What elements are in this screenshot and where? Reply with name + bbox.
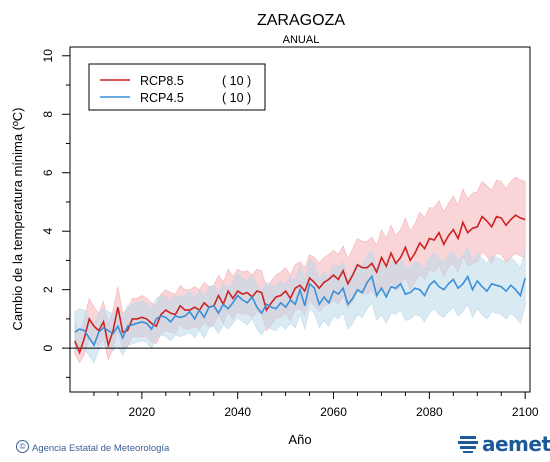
legend-label-rcp45: RCP4.5: [140, 91, 184, 105]
legend-box: [88, 63, 266, 111]
line-rcp85: [74, 214, 526, 355]
line-rcp45: [74, 274, 526, 347]
aemet-logo-mark-icon: [458, 436, 478, 453]
y-tick-label-6: 6: [41, 169, 55, 176]
x-axis-ticks: 2020 2040 2060 2080 2100: [93, 392, 539, 419]
x-tick-label-2020: 2020: [129, 405, 156, 419]
aemet-logo-text: aemet: [482, 432, 550, 456]
x-tick-label-2060: 2060: [320, 405, 347, 419]
legend-count-rcp45: ( 10 ): [222, 91, 251, 105]
series-lines: [74, 214, 526, 355]
plot-frame: [69, 46, 531, 393]
y-tick-label-4: 4: [41, 228, 55, 235]
copyright-icon: ©: [16, 440, 29, 453]
y-axis-ticks: 0 2 4 6 8 10: [41, 49, 70, 378]
chart-subtitle: ANUAL: [283, 34, 320, 46]
y-tick-label-10: 10: [41, 49, 55, 63]
x-tick-label-2080: 2080: [416, 405, 443, 419]
x-axis-label: Año: [288, 432, 311, 447]
y-axis-label: Cambio de la temperatura mínima (ºC): [10, 108, 25, 331]
band-rcp45: [74, 246, 526, 364]
agency-credit: Agencia Estatal de Meteorología: [32, 443, 170, 454]
x-tick-label-2100: 2100: [512, 405, 539, 419]
plot-area: [70, 176, 530, 364]
aemet-logo: aemet: [458, 432, 550, 456]
legend-label-rcp85: RCP8.5: [140, 74, 184, 88]
uncertainty-bands: [74, 176, 526, 364]
chart-title: ZARAGOZA: [257, 12, 345, 29]
legend-count-rcp85: ( 10 ): [222, 74, 251, 88]
y-tick-label-8: 8: [41, 111, 55, 118]
x-tick-label-2040: 2040: [224, 405, 251, 419]
y-tick-label-0: 0: [41, 344, 55, 351]
y-tick-label-2: 2: [41, 286, 55, 293]
legend: RCP8.5 ( 10 ) RCP4.5 ( 10 ): [88, 63, 266, 111]
